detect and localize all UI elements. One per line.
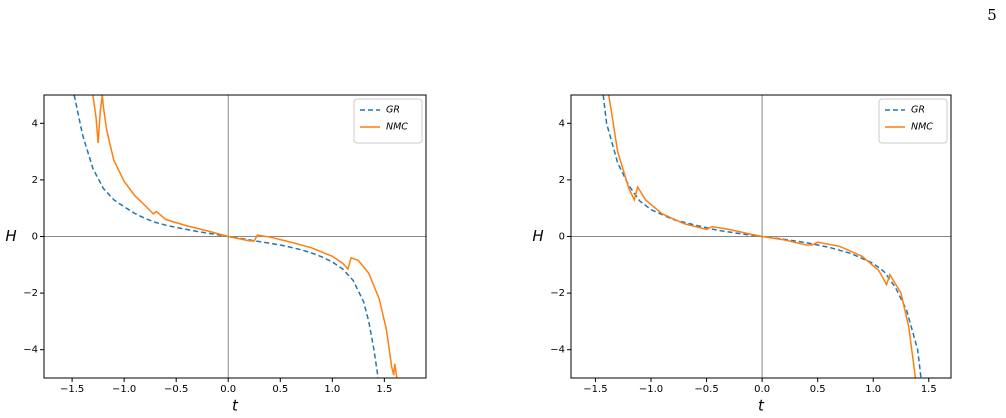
x-tick-label: 1.5 (376, 384, 392, 395)
x-tick-label: 1.0 (865, 384, 881, 395)
x-tick-label: −1.0 (639, 384, 663, 395)
legend-label: GR (911, 105, 925, 116)
y-tick-label: 2 (32, 175, 38, 186)
y-tick-label: −4 (550, 345, 565, 356)
y-tick-label: 4 (32, 118, 38, 129)
legend-label: NMC (911, 122, 933, 133)
x-tick-label: 1.5 (921, 384, 937, 395)
legend-label: GR (386, 105, 400, 116)
series-line (92, 95, 398, 378)
chart: −1.5 −1.0 −0.5 0.0 0.5 1.0 1.5 −4 −2 0 2 4 t H GR NMC (5, 94, 427, 415)
x-tick-label: −0.5 (694, 384, 718, 395)
page-number: 5 (987, 6, 997, 24)
x-tick-label: −1.0 (112, 384, 136, 395)
x-tick-label: −0.5 (164, 384, 188, 395)
series-line (608, 95, 917, 378)
y-axis-label: H (532, 227, 543, 245)
x-tick-label: 0.5 (272, 384, 288, 395)
x-tick-label: 0.0 (220, 384, 236, 395)
x-tick-label: −1.5 (60, 384, 84, 395)
y-tick-label: 0 (559, 232, 565, 243)
x-axis-label: t (232, 397, 239, 415)
y-tick-label: −2 (23, 288, 38, 299)
chart: −1.5 −1.0 −0.5 0.0 0.5 1.0 1.5 −4 −2 0 2 4 t H GR NMC (532, 94, 952, 415)
legend: GR NMC (353, 98, 423, 144)
y-axis-label: H (5, 227, 16, 245)
x-tick-label: 1.0 (324, 384, 340, 395)
x-tick-label: 0.0 (754, 384, 770, 395)
x-tick-label: −1.5 (583, 384, 607, 395)
x-tick-label: 0.5 (810, 384, 826, 395)
y-tick-label: 4 (559, 118, 565, 129)
y-tick-label: 2 (559, 175, 565, 186)
legend: GR NMC (878, 98, 948, 144)
legend-label: NMC (386, 122, 408, 133)
y-tick-label: 0 (32, 232, 38, 243)
y-tick-label: −2 (550, 288, 565, 299)
y-tick-label: −4 (23, 345, 38, 356)
x-axis-label: t (758, 397, 765, 415)
